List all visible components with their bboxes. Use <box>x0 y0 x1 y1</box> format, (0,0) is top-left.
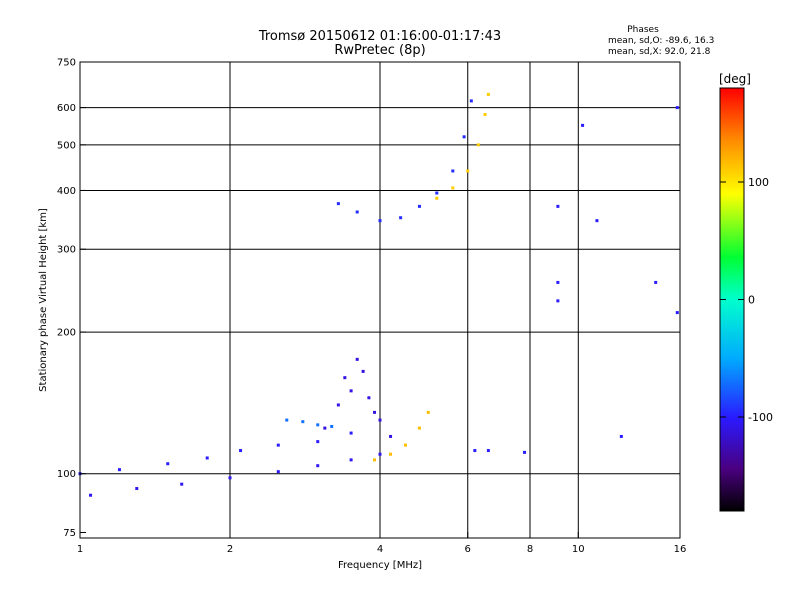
phase-stats-x: mean, sd,X: 92.0, 21.8 <box>608 47 711 57</box>
data-point <box>389 434 393 438</box>
y-axis-label: Stationary phase Virtual Height [km] <box>38 208 49 392</box>
data-points <box>78 92 679 497</box>
data-point <box>355 210 359 214</box>
data-point <box>89 493 93 497</box>
x-axis-label: Frequency [MHz] <box>338 560 422 571</box>
x-tick-label: 10 <box>572 544 585 555</box>
phase-stats-heading: Phases <box>627 25 659 35</box>
data-point <box>675 311 679 315</box>
x-tick-label: 16 <box>674 544 687 555</box>
data-point <box>367 396 371 400</box>
data-point <box>336 202 340 206</box>
data-point <box>361 369 365 373</box>
data-point <box>180 482 184 486</box>
x-axis-ticks: 1 2 4 6 8 10 16 <box>77 532 687 555</box>
data-point <box>373 458 377 462</box>
y-tick-label: 600 <box>57 103 76 114</box>
y-tick-label: 300 <box>57 245 76 256</box>
data-point <box>451 186 455 190</box>
data-point <box>117 468 121 472</box>
data-point <box>473 449 477 453</box>
data-point <box>435 196 439 200</box>
data-point <box>336 403 340 407</box>
x-tick-label: 4 <box>377 544 383 555</box>
data-point <box>276 443 280 447</box>
x-tick-label: 2 <box>227 544 233 555</box>
data-point <box>619 434 623 438</box>
data-point <box>349 431 353 435</box>
data-point <box>205 456 209 460</box>
x-tick-label: 6 <box>465 544 471 555</box>
data-point <box>316 464 320 468</box>
data-point <box>483 113 487 117</box>
chart-subtitle: RwPretec (8p) <box>334 43 425 58</box>
data-point <box>435 191 439 195</box>
data-point <box>355 357 359 361</box>
y-tick-label: 400 <box>57 186 76 197</box>
data-point <box>285 418 289 422</box>
data-point <box>417 204 421 208</box>
data-point <box>595 219 599 223</box>
y-tick-label: 750 <box>57 58 76 69</box>
data-point <box>373 410 377 414</box>
data-point <box>486 449 490 453</box>
chart-title: Tromsø 20150612 01:16:00-01:17:43 <box>258 29 501 44</box>
data-point <box>556 280 560 284</box>
data-point <box>469 99 473 103</box>
data-point <box>301 420 305 424</box>
data-point <box>523 450 527 454</box>
data-point <box>239 449 243 453</box>
data-point <box>426 410 430 414</box>
data-point <box>466 169 470 173</box>
y-tick-label: 500 <box>57 140 76 151</box>
y-tick-label: 200 <box>57 328 76 339</box>
y-axis-ticks: 75 100 200 300 400 500 600 750 <box>57 58 86 539</box>
data-point <box>556 204 560 208</box>
grid-lines <box>80 62 680 538</box>
y-tick-label: 100 <box>57 469 76 480</box>
colorbar-tick-label: -100 <box>748 411 773 424</box>
data-point <box>417 426 421 430</box>
colorbar-label: [deg] <box>719 72 751 86</box>
data-point <box>654 280 658 284</box>
data-point <box>316 423 320 427</box>
colorbar-tick-label: 0 <box>748 294 755 307</box>
data-point <box>378 219 382 223</box>
data-point <box>166 462 170 466</box>
data-point <box>399 216 403 220</box>
data-point <box>330 424 334 428</box>
x-tick-label: 8 <box>527 544 533 555</box>
data-point <box>581 123 585 127</box>
data-point <box>451 169 455 173</box>
data-point <box>378 418 382 422</box>
y-tick-label: 75 <box>63 528 76 539</box>
data-point <box>486 92 490 96</box>
data-point <box>378 452 382 456</box>
data-point <box>462 135 466 139</box>
data-point <box>323 426 327 430</box>
data-point <box>349 389 353 393</box>
data-point <box>135 487 139 491</box>
data-point <box>228 476 232 480</box>
x-tick-label: 1 <box>77 544 83 555</box>
data-point <box>476 143 480 147</box>
colorbar-ticks: 100 0 -100 <box>720 176 773 424</box>
data-point <box>343 376 347 380</box>
data-point <box>349 458 353 462</box>
phase-stats-o: mean, sd,O: -89.6, 16.3 <box>608 36 714 46</box>
data-point <box>389 452 393 456</box>
data-point <box>556 299 560 303</box>
data-point <box>675 106 679 110</box>
data-point <box>316 440 320 444</box>
data-point <box>403 443 407 447</box>
data-point <box>276 470 280 474</box>
colorbar-tick-label: 100 <box>748 176 769 189</box>
